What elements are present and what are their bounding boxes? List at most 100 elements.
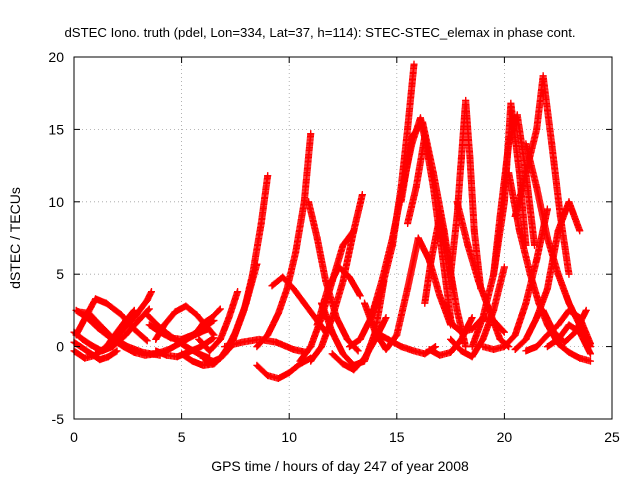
data-point: [543, 343, 551, 351]
data-point: [307, 130, 315, 138]
series-arc16: [195, 288, 242, 355]
data-point: [356, 335, 364, 343]
data-point: [104, 343, 112, 351]
data-point: [522, 335, 530, 343]
data-point: [565, 198, 573, 206]
data-point: [83, 347, 91, 355]
series-arc35: [425, 314, 476, 359]
series-arc19: [253, 354, 315, 382]
data-point: [457, 335, 465, 343]
data-point: [292, 248, 300, 256]
series-arc36: [447, 96, 485, 293]
series-arc33: [404, 133, 455, 322]
data-point: [313, 321, 321, 329]
data-point: [539, 306, 547, 314]
data-point: [515, 169, 523, 177]
data-point: [490, 270, 498, 278]
data-point: [404, 125, 412, 133]
data-point: [397, 198, 405, 206]
data-point: [113, 347, 121, 355]
data-point: [543, 205, 551, 213]
data-point: [421, 350, 429, 358]
data-point: [92, 295, 100, 303]
data-point: [582, 306, 590, 314]
series-arc49: [543, 321, 594, 358]
data-point: [345, 343, 353, 351]
data-point: [535, 299, 543, 307]
data-point: [533, 256, 541, 264]
data-point: [268, 282, 276, 290]
data-point: [522, 140, 530, 148]
data-point: [466, 154, 474, 162]
data-point: [393, 331, 401, 339]
data-point: [404, 285, 412, 293]
data-point: [468, 343, 476, 351]
data-point: [412, 183, 420, 191]
data-point: [206, 347, 214, 355]
data-point: [274, 374, 282, 382]
data-point: [253, 343, 261, 351]
data-point: [165, 345, 173, 353]
data-point: [307, 357, 315, 365]
data-point: [468, 325, 476, 333]
data-point: [173, 353, 181, 361]
data-point: [96, 356, 104, 364]
data-point: [554, 335, 562, 343]
data-point: [145, 321, 153, 329]
data-point: [117, 311, 125, 319]
data-point: [324, 285, 332, 293]
data-point: [533, 343, 541, 351]
data-point: [143, 311, 151, 319]
data-point: [457, 328, 465, 336]
plot-frame: [73, 56, 613, 420]
data-point: [554, 321, 562, 329]
data-point: [576, 354, 584, 362]
x-tick-label: 5: [178, 429, 186, 445]
data-point: [513, 111, 521, 119]
data-point: [500, 328, 508, 336]
x-tick-label: 0: [70, 429, 78, 445]
data-point: [432, 343, 440, 351]
data-point: [421, 299, 429, 307]
data-point: [234, 288, 242, 296]
x-tick-label: 25: [604, 429, 620, 445]
data-point: [296, 357, 304, 365]
data-point: [257, 220, 265, 228]
data-point: [421, 133, 429, 141]
data-point: [427, 256, 435, 264]
data-point: [317, 299, 325, 307]
data-point: [490, 345, 498, 353]
data-point: [210, 360, 218, 368]
data-point: [449, 321, 457, 329]
data-point: [384, 335, 392, 343]
data-point: [457, 154, 465, 162]
axis-ticks: 0 5 10 15 20 25 -5 0 5 10 15 20: [48, 49, 620, 445]
y-axis-label: dSTEC / TECUs: [7, 187, 23, 289]
data-point: [335, 263, 343, 271]
data-point: [122, 331, 130, 339]
data-point: [565, 270, 573, 278]
data-point: [195, 335, 203, 343]
data-point: [371, 328, 379, 336]
data-point: [130, 325, 138, 333]
data-point: [414, 234, 422, 242]
data-point: [96, 321, 104, 329]
data-point: [253, 361, 261, 369]
data-point: [307, 343, 315, 351]
data-point: [565, 299, 573, 307]
x-tick-label: 15: [389, 429, 405, 445]
data-point: [440, 299, 448, 307]
y-tick-label: 5: [56, 266, 64, 282]
data-point: [231, 328, 239, 336]
data-point: [143, 296, 151, 304]
data-point: [382, 314, 390, 322]
data-point: [313, 234, 321, 242]
series-marks: [447, 96, 485, 293]
data-point: [81, 354, 89, 362]
data-point: [178, 350, 186, 358]
y-tick-label: 20: [48, 49, 64, 65]
data-point: [130, 314, 138, 322]
data-point: [511, 331, 519, 339]
data-point: [358, 191, 366, 199]
